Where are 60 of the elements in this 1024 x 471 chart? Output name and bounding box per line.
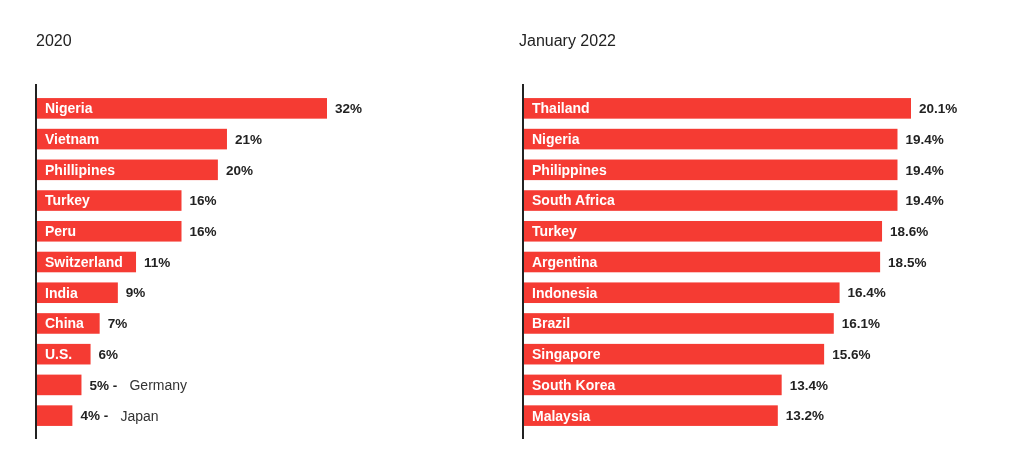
y-tick-label: Singapore <box>532 346 601 363</box>
data-label: 16.4% <box>847 285 886 301</box>
bar <box>523 128 898 150</box>
bar <box>523 220 883 242</box>
y-tick-label: Thailand <box>532 100 590 117</box>
data-label: 4% - <box>80 408 109 424</box>
bar <box>523 313 834 334</box>
y-tick-label: Indonesia <box>532 284 598 301</box>
y-tick-label: Argentina <box>532 253 598 270</box>
data-label: 13.4% <box>789 377 828 393</box>
y-tick-label: U.S. <box>45 346 73 363</box>
data-label: 9% <box>125 285 146 301</box>
data-label: 21% <box>234 131 262 147</box>
bar <box>36 374 82 396</box>
y-tick-label: Japan <box>120 407 159 424</box>
y-tick-label: China <box>45 315 85 332</box>
bar <box>36 98 327 119</box>
data-label: 19.4% <box>905 131 944 147</box>
y-tick-label: Malaysia <box>532 407 591 424</box>
y-tick-label: Phillipines <box>45 161 116 178</box>
data-label: 6% <box>98 346 119 362</box>
bar <box>36 190 182 211</box>
y-tick-label: India <box>45 284 78 301</box>
data-label: 13.2% <box>785 408 825 424</box>
data-label: 20.1% <box>919 101 958 117</box>
data-label: 16% <box>189 224 217 239</box>
bar <box>523 251 881 273</box>
bar <box>523 282 840 304</box>
y-tick-label: Philippines <box>532 161 607 178</box>
y-tick-label: Peru <box>45 223 77 240</box>
data-label: 16.1% <box>841 316 881 332</box>
bar <box>523 190 898 211</box>
y-tick-label: South Africa <box>532 192 615 209</box>
bar <box>36 220 182 242</box>
chart-title: 2020 <box>36 32 72 49</box>
y-tick-label: Nigeria <box>45 100 93 117</box>
y-tick-label: South Korea <box>532 376 616 393</box>
data-label: 11% <box>144 254 171 270</box>
y-tick-label: Germany <box>129 376 188 393</box>
y-tick-label: Vietnam <box>45 130 100 147</box>
bar <box>523 98 911 119</box>
data-label: 16% <box>189 193 217 209</box>
data-label: 18.5% <box>888 254 927 270</box>
y-tick-label: Turkey <box>532 223 578 240</box>
y-tick-label: Turkey <box>45 192 91 209</box>
data-label: 19.4% <box>905 162 944 178</box>
data-label: 19.4% <box>905 193 944 209</box>
data-label: 18.6% <box>890 224 929 239</box>
y-tick-label: Nigeria <box>532 130 580 147</box>
y-tick-label: Switzerland <box>45 253 123 270</box>
bar <box>523 405 778 426</box>
bar <box>523 159 898 181</box>
chart-title: January 2022 <box>519 32 617 49</box>
y-tick-label: Brazil <box>532 315 571 332</box>
data-label: 32% <box>335 101 363 117</box>
data-label: 5% - <box>89 377 118 393</box>
bar <box>36 405 73 426</box>
data-label: 20% <box>225 162 253 178</box>
data-label: 15.6% <box>832 346 871 362</box>
data-label: 7% <box>107 316 128 332</box>
